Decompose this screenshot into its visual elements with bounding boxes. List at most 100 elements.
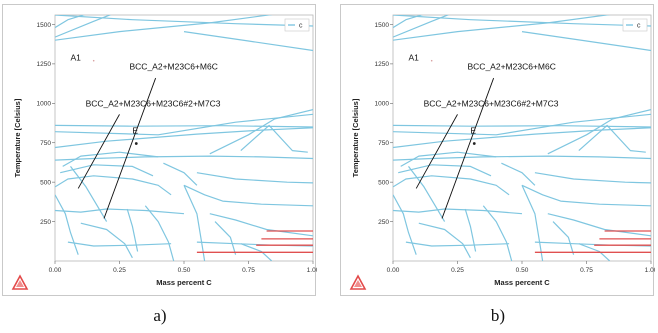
a1-marker [430, 59, 433, 62]
point-e-marker [472, 142, 476, 145]
x-tick-label: 1.00 [307, 267, 317, 274]
phase-boundary-line [408, 166, 446, 222]
phase-boundary-line [552, 221, 575, 255]
phase-boundary-line [547, 213, 651, 237]
phase-boundary-line [393, 15, 424, 29]
caption-a: a) [153, 306, 167, 325]
phase-boundary-line [80, 222, 133, 259]
annotation-a1: A1 [70, 53, 81, 63]
y-axis-title: Temperature [Celsius] [351, 98, 360, 177]
phase-boundary-line [55, 208, 185, 215]
legend: c [284, 18, 310, 32]
phase-boundary-line [534, 172, 651, 184]
annotation-upper-phase: BCC_A2+M23C6+M6C [468, 61, 556, 71]
legend-label: c [299, 23, 303, 30]
y-tick-label: 750 [378, 140, 389, 147]
phase-boundary-line [60, 164, 154, 177]
x-tick-label: 0.00 [49, 267, 62, 274]
diagram-panel-b: 0.00 0.25 0.50 0.75 1.00 1500 1250 1000 750 500 25… [340, 4, 655, 296]
phase-boundary-line [400, 151, 497, 167]
phase-boundary-line [393, 127, 651, 149]
y-tick-label: 250 [378, 219, 389, 226]
phase-boundary-line [55, 127, 313, 149]
x-tick-label: 0.50 [516, 267, 529, 274]
x-axis-title: Mass percent C [494, 278, 550, 287]
phase-boundary-line [55, 15, 313, 27]
phase-boundary-line [482, 205, 513, 261]
phase-boundary-line [163, 162, 198, 186]
point-e-marker [134, 142, 138, 145]
y-tick-label: 1250 [37, 61, 52, 68]
y-tick-label: 1500 [375, 22, 390, 29]
phase-boundary-line [393, 208, 523, 215]
x-axis-title: Mass percent C [156, 278, 212, 287]
a1-marker [92, 59, 95, 62]
caption-b: b) [490, 306, 506, 325]
phase-boundary-line [55, 155, 313, 161]
legend-box [622, 18, 648, 32]
annotation-point-e: E [470, 125, 476, 135]
y-tick-label: 500 [40, 179, 51, 186]
logo-triangle-outer [11, 274, 29, 290]
x-tick-label: 1.00 [645, 267, 655, 274]
annotation-point-e: E [132, 125, 138, 135]
phase-boundary-line [393, 15, 611, 41]
logo-triangle-inner [354, 280, 362, 287]
phase-boundary-line [55, 15, 86, 29]
leader-line-lower [77, 114, 120, 189]
phase-boundary-line [393, 175, 510, 196]
plot-area [392, 14, 652, 262]
logo-triangle-inner [16, 280, 24, 287]
phase-boundary-line [393, 155, 651, 161]
phase-boundary-line [398, 164, 492, 177]
phase-boundary-line [183, 184, 313, 207]
leader-line-upper [441, 77, 495, 219]
phase-boundary-line [464, 208, 477, 252]
annotation-lower-phase: BCC_A2+M23C6+M23C6#2+M7C3 [424, 98, 559, 108]
y-tick-label: 250 [40, 219, 51, 226]
phase-boundary-line [62, 151, 159, 167]
legend: c [622, 18, 648, 32]
thermo-logo-icon [11, 274, 29, 290]
y-tick-label: 1000 [375, 101, 390, 108]
x-tick-label: 0.25 [451, 267, 464, 274]
phase-boundary-line [55, 15, 112, 38]
leader-line-upper [103, 77, 157, 219]
phase-boundaries [393, 15, 651, 261]
phase-boundary-line [209, 109, 313, 155]
phase-boundary-line [240, 243, 273, 261]
x-tick-label: 0.00 [387, 267, 400, 274]
x-tick-label: 0.25 [113, 267, 126, 274]
phase-boundary-line [418, 222, 471, 259]
phase-boundary-line [67, 241, 172, 247]
y-tick-label: 500 [378, 179, 389, 186]
diagram-panel-a: 0.00 0.25 0.50 0.75 1.00 1500 1250 1000 750 500 25… [2, 4, 317, 296]
phase-boundary-line [393, 15, 450, 38]
x-tick-label: 0.50 [178, 267, 191, 274]
legend-box [284, 18, 310, 32]
phase-boundary-line [578, 243, 611, 261]
phase-boundary-line [70, 166, 108, 222]
phase-boundaries [55, 15, 313, 261]
y-axis-title: Temperature [Celsius] [13, 98, 22, 177]
thermo-logo-icon [349, 274, 367, 290]
plot-area [54, 14, 314, 262]
y-tick-label: 1000 [37, 101, 52, 108]
y-tick-label: 750 [40, 140, 51, 147]
legend-label: c [637, 23, 641, 30]
phase-boundary-line [547, 109, 651, 155]
phase-boundary-line [393, 15, 651, 27]
phase-boundary-line [144, 205, 175, 261]
phase-diagram-b: 0.00 0.25 0.50 0.75 1.00 1500 1250 1000 750 500 25… [349, 14, 655, 290]
phase-boundary-line [521, 31, 651, 52]
annotation-a1: A1 [408, 53, 419, 63]
phase-boundary-line [405, 241, 510, 247]
phase-boundary-line [183, 31, 313, 52]
annotation-upper-phase: BCC_A2+M23C6+M6C [130, 61, 218, 71]
phase-diagram-a: 0.00 0.25 0.50 0.75 1.00 1500 1250 1000 750 500 25… [11, 14, 317, 290]
phase-boundary-line [240, 124, 308, 153]
phase-boundary-line [209, 213, 313, 237]
x-tick-label: 0.75 [242, 267, 255, 274]
phase-boundary-line [55, 175, 172, 196]
phase-boundary-line [183, 185, 206, 261]
